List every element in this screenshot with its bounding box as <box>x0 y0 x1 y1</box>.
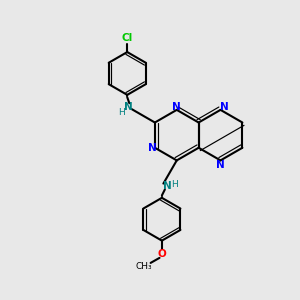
Text: N: N <box>220 102 229 112</box>
Text: CH₃: CH₃ <box>136 262 152 271</box>
Text: N: N <box>163 181 171 191</box>
Text: N: N <box>216 160 225 170</box>
Text: N: N <box>124 102 133 112</box>
Text: H: H <box>171 180 178 189</box>
Text: N: N <box>172 102 181 112</box>
Text: N: N <box>148 143 156 153</box>
Text: O: O <box>158 249 166 259</box>
Text: Cl: Cl <box>122 33 133 43</box>
Text: H: H <box>118 108 125 117</box>
